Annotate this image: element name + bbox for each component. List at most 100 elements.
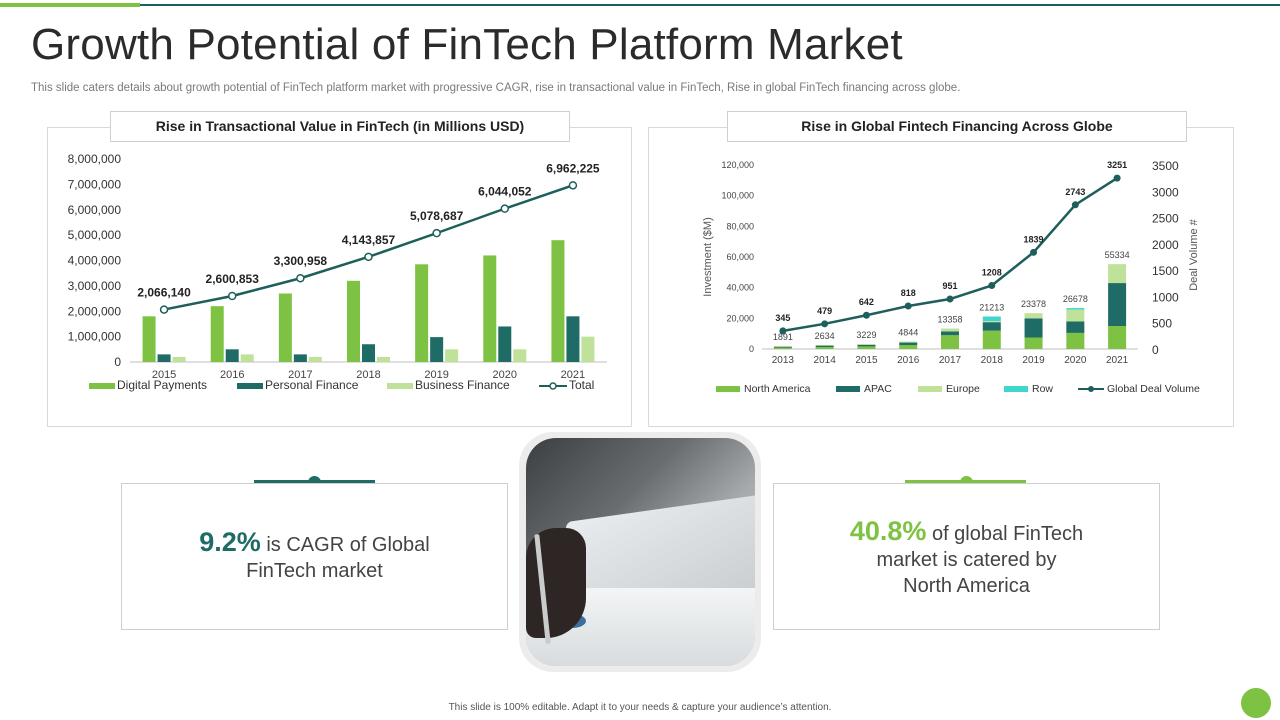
- bar-personal-finance: [225, 349, 239, 362]
- x-tick-label: 2019: [1022, 355, 1045, 366]
- bar-north-america: [1108, 326, 1127, 349]
- deal-volume-point: [1071, 201, 1079, 209]
- bar-apac: [815, 345, 834, 348]
- total-point: [568, 181, 578, 190]
- legend-swatch: [918, 386, 942, 392]
- bar-apac: [1024, 318, 1043, 338]
- x-tick-label: 2019: [424, 369, 448, 381]
- x-tick-label: 2020: [493, 369, 517, 381]
- transactional-value-panel: [47, 127, 632, 427]
- legend-marker: [549, 382, 557, 390]
- y2-tick-label: 1500: [1152, 264, 1179, 278]
- total-line: [163, 184, 574, 311]
- y-tick-label: 0: [114, 355, 121, 369]
- bar-digital-payments: [347, 280, 360, 362]
- x-tick-label: 2017: [939, 355, 962, 366]
- y-tick-label: 120,000: [721, 160, 754, 170]
- y-tick-label: 6,000,000: [68, 203, 122, 217]
- total-data-label: 5,078,687: [410, 209, 464, 223]
- bar-apac: [899, 342, 918, 346]
- legend-label: Personal Finance: [265, 378, 359, 392]
- transactional-value-chart-title: Rise in Transactional Value in FinTech (…: [110, 111, 570, 142]
- fintech-financing-chart-title: Rise in Global Fintech Financing Across …: [727, 111, 1187, 142]
- y-tick-label: 2,000,000: [68, 304, 122, 318]
- bar-europe: [815, 344, 834, 346]
- y-tick-label: 80,000: [726, 221, 754, 231]
- page-subtitle: This slide caters details about growth p…: [31, 82, 961, 94]
- north-america-stat-text: 40.8% of global FinTech market is catere…: [774, 518, 1159, 599]
- cagr-stat-box: 9.2% is CAGR of Global FinTech market: [121, 483, 508, 630]
- bar-north-america: [773, 347, 792, 349]
- cagr-stat-line-1: is CAGR of Global: [260, 534, 430, 556]
- bar-personal-finance: [566, 316, 580, 362]
- x-tick-label: 2015: [152, 369, 176, 381]
- deal-volume-label: 951: [942, 281, 957, 291]
- y2-tick-label: 2500: [1152, 212, 1179, 226]
- bar-business-finance: [445, 349, 459, 362]
- bar-europe: [1108, 264, 1127, 284]
- total-point: [500, 204, 510, 213]
- bar-business-finance: [377, 356, 390, 362]
- bar-north-america: [1066, 332, 1085, 349]
- y-tick-label: 4,000,000: [68, 254, 122, 268]
- total-data-label: 6,962,225: [546, 161, 600, 175]
- legend-marker: [1088, 386, 1094, 392]
- bar-apac: [941, 331, 959, 336]
- investment-total-label: 4844: [898, 328, 918, 338]
- deal-volume-label: 1208: [982, 267, 1002, 277]
- x-tick-label: 2017: [288, 369, 312, 381]
- deal-volume-point: [904, 302, 912, 310]
- y2-tick-label: 0: [1152, 343, 1159, 357]
- x-tick-label: 2018: [356, 369, 380, 381]
- bar-apac: [1066, 321, 1085, 333]
- bar-north-america: [1024, 337, 1043, 349]
- bar-europe: [1066, 309, 1085, 322]
- deal-volume-point: [946, 295, 954, 303]
- bar-digital-payments: [415, 264, 429, 362]
- legend-swatch: [237, 383, 263, 389]
- y2-tick-label: 3500: [1152, 159, 1179, 173]
- north-america-stat-line-3: North America: [903, 575, 1030, 597]
- x-tick-label: 2018: [981, 355, 1004, 366]
- bar-europe: [1024, 313, 1043, 319]
- bar-europe: [982, 321, 1001, 323]
- bar-digital-payments: [551, 240, 565, 362]
- north-america-stat-line-2: market is catered by: [876, 549, 1057, 571]
- legend-swatch: [1004, 386, 1028, 392]
- bar-digital-payments: [210, 306, 224, 362]
- transactional-value-chart: 0 1,000,000 2,000,000 3,000,000 4,000,000 5,0…: [68, 152, 607, 392]
- y-tick-label: 0: [749, 344, 754, 354]
- legend-label: Total: [569, 378, 594, 392]
- bar-north-america: [857, 346, 876, 349]
- cagr-stat-text: 9.2% is CAGR of Global FinTech market: [122, 529, 507, 584]
- page-title: Growth Potential of FinTech Platform Mar…: [31, 20, 903, 69]
- bar-north-america: [899, 345, 918, 349]
- bar-digital-payments: [142, 316, 156, 362]
- legend-label: Global Deal Volume: [1107, 383, 1200, 395]
- investment-total-label: 3229: [856, 330, 876, 340]
- bar-row: [982, 316, 1001, 322]
- top-rule: [0, 4, 1280, 6]
- north-america-stat-box: 40.8% of global FinTech market is catere…: [773, 483, 1160, 630]
- y-tick-label: 5,000,000: [68, 228, 122, 242]
- x-tick-label: 2021: [561, 369, 585, 381]
- x-tick-label: 2014: [814, 355, 837, 366]
- bar-digital-payments: [483, 255, 497, 362]
- bar-apac: [982, 322, 1001, 331]
- y2-tick-label: 500: [1152, 317, 1172, 331]
- deal-volume-label: 642: [859, 297, 874, 307]
- total-data-label: 2,066,140: [137, 286, 191, 300]
- total-data-label: 6,044,052: [478, 185, 532, 199]
- deal-volume-label: 818: [901, 288, 916, 298]
- total-data-label: 3,300,958: [274, 254, 328, 268]
- x-tick-label: 2015: [855, 355, 878, 366]
- north-america-stat-line-1: of global FinTech: [926, 523, 1084, 545]
- legend-label: APAC: [864, 383, 892, 395]
- total-point: [159, 305, 169, 314]
- cagr-stat-line-2: FinTech market: [246, 560, 383, 582]
- legend-label: Row: [1032, 383, 1053, 395]
- deal-volume-point: [821, 320, 829, 328]
- bar-personal-finance: [157, 354, 171, 362]
- bar-business-finance: [581, 336, 595, 362]
- fintech-financing-panel: [648, 127, 1234, 427]
